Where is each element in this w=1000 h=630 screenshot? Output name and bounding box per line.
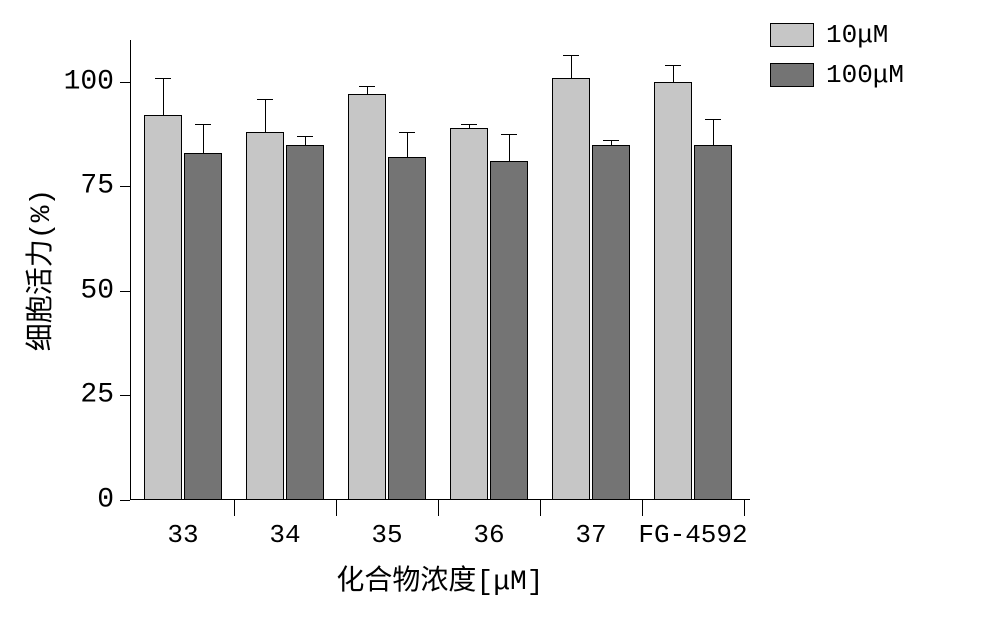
legend-swatch — [770, 63, 814, 87]
y-tick — [120, 291, 130, 292]
chart-root: 0255075100 3334353637FG-4592 细胞活力(%) 化合物… — [0, 0, 1000, 630]
x-axis-title: 化合物浓度[μM] — [336, 558, 543, 598]
x-category-label: 33 — [167, 520, 198, 550]
y-tick-label: 25 — [0, 380, 114, 411]
x-tick — [744, 500, 745, 516]
bar — [450, 128, 488, 500]
legend-item: 100μM — [770, 60, 904, 90]
error-bar-cap — [399, 132, 415, 133]
bar — [490, 161, 528, 500]
bar — [694, 145, 732, 500]
error-bar-cap — [563, 55, 579, 56]
error-bar-cap — [359, 86, 375, 87]
bar — [184, 153, 222, 500]
error-bar-cap — [665, 65, 681, 66]
legend-item: 10μM — [770, 20, 888, 50]
error-bar-cap — [155, 78, 171, 79]
y-tick-label: 0 — [0, 485, 114, 516]
error-bar-stem — [203, 124, 204, 153]
bar — [654, 82, 692, 500]
bar — [388, 157, 426, 500]
legend-swatch — [770, 23, 814, 47]
y-tick — [120, 186, 130, 187]
error-bar-stem — [509, 134, 510, 161]
error-bar-stem — [713, 119, 714, 144]
error-bar-cap — [195, 124, 211, 125]
x-tick — [642, 500, 643, 516]
error-bar-cap — [501, 134, 517, 135]
y-axis-title: 细胞活力(%) — [18, 189, 58, 351]
error-bar-cap — [461, 124, 477, 125]
x-category-label: 34 — [269, 520, 300, 550]
bar — [286, 145, 324, 500]
x-tick — [234, 500, 235, 516]
error-bar-stem — [571, 55, 572, 78]
error-bar-cap — [705, 119, 721, 120]
y-tick — [120, 500, 130, 501]
error-bar-cap — [257, 99, 273, 100]
error-bar-cap — [297, 136, 313, 137]
error-bar-stem — [673, 65, 674, 82]
x-tick — [438, 500, 439, 516]
bar — [552, 78, 590, 500]
legend-label: 10μM — [826, 20, 888, 50]
bar — [144, 115, 182, 500]
y-tick — [120, 395, 130, 396]
x-tick — [540, 500, 541, 516]
x-category-label: 35 — [371, 520, 402, 550]
legend-label: 100μM — [826, 60, 904, 90]
x-category-label: FG-4592 — [638, 520, 747, 550]
y-tick-label: 100 — [0, 66, 114, 97]
bar — [592, 145, 630, 500]
error-bar-stem — [163, 78, 164, 116]
error-bar-cap — [603, 140, 619, 141]
error-bar-stem — [305, 136, 306, 144]
bar — [348, 94, 386, 500]
x-category-label: 36 — [473, 520, 504, 550]
error-bar-stem — [367, 86, 368, 94]
x-category-label: 37 — [575, 520, 606, 550]
x-tick — [336, 500, 337, 516]
bar — [246, 132, 284, 500]
error-bar-stem — [407, 132, 408, 157]
error-bar-stem — [265, 99, 266, 132]
y-tick — [120, 82, 130, 83]
